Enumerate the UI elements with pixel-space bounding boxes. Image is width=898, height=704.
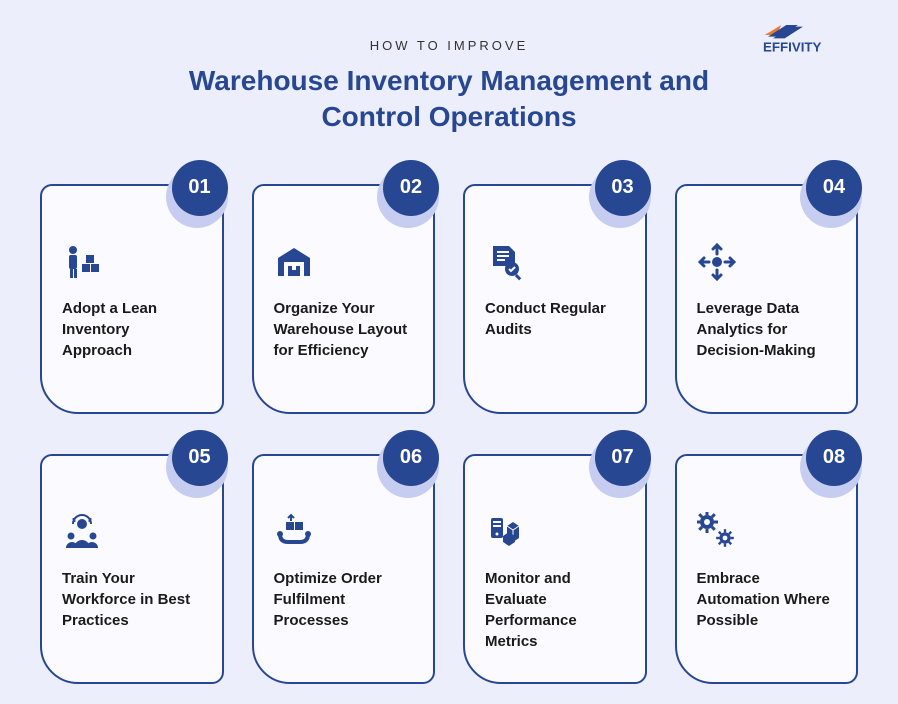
badge-wrap: 08	[806, 430, 868, 492]
card-02: 02 Organize Your Warehouse Layout for Ef…	[252, 184, 436, 414]
brand-logo: EFFIVITY	[758, 20, 858, 62]
badge-number: 06	[383, 430, 439, 486]
badge-number: 08	[806, 430, 862, 486]
badge-wrap: 06	[383, 430, 445, 492]
worker-boxes-icon	[62, 240, 202, 284]
card-text: Leverage Data Analytics for Decision-Mak…	[697, 298, 837, 361]
card-07: 07 Monitor and Evaluate Performance Metr…	[463, 454, 647, 684]
card-text: Embrace Automation Where Possible	[697, 568, 837, 631]
card-text: Train Your Workforce in Best Practices	[62, 568, 202, 631]
card-text: Optimize Order Fulfilment Processes	[274, 568, 414, 631]
brand-name: EFFIVITY	[763, 40, 822, 55]
badge-wrap: 07	[595, 430, 657, 492]
card-04: 04 Leverage Data Analytics for Decision-…	[675, 184, 859, 414]
arrows-out-icon	[697, 240, 837, 284]
badge-wrap: 01	[172, 160, 234, 222]
badge-wrap: 02	[383, 160, 445, 222]
badge-number: 02	[383, 160, 439, 216]
warehouse-icon	[274, 240, 414, 284]
card-text: Adopt a Lean Inventory Approach	[62, 298, 202, 361]
header: HOW TO IMPROVE Warehouse Inventory Manag…	[40, 30, 858, 136]
badge-wrap: 04	[806, 160, 868, 222]
badge-number: 05	[172, 430, 228, 486]
badge-number: 01	[172, 160, 228, 216]
title-line-1: Warehouse Inventory Management and	[189, 65, 709, 96]
badge-wrap: 05	[172, 430, 234, 492]
title-line-2: Control Operations	[321, 101, 576, 132]
badge-number: 07	[595, 430, 651, 486]
logo-mark-icon	[765, 25, 803, 38]
card-01: 01 Adopt a Lean Inventory Approach	[40, 184, 224, 414]
card-06: 06 Optimize Order Fulfilment Processes	[252, 454, 436, 684]
page-title: Warehouse Inventory Management and Contr…	[40, 63, 858, 136]
subtitle: HOW TO IMPROVE	[40, 38, 858, 53]
card-08: 08	[675, 454, 859, 684]
training-icon	[62, 510, 202, 554]
badge-number: 03	[595, 160, 651, 216]
badge-wrap: 03	[595, 160, 657, 222]
fulfilment-icon	[274, 510, 414, 554]
card-text: Organize Your Warehouse Layout for Effic…	[274, 298, 414, 361]
card-grid: 01 Adopt a Lean Inventory Approach 02	[40, 164, 858, 704]
metrics-icon	[485, 510, 625, 554]
automation-icon	[697, 510, 837, 554]
card-text: Conduct Regular Audits	[485, 298, 625, 340]
card-03: 03 Conduct Regular Audits	[463, 184, 647, 414]
card-text: Monitor and Evaluate Performance Metrics	[485, 568, 625, 652]
audit-doc-icon	[485, 240, 625, 284]
badge-number: 04	[806, 160, 862, 216]
card-05: 05 Train Your Workforce in Best Practice…	[40, 454, 224, 684]
